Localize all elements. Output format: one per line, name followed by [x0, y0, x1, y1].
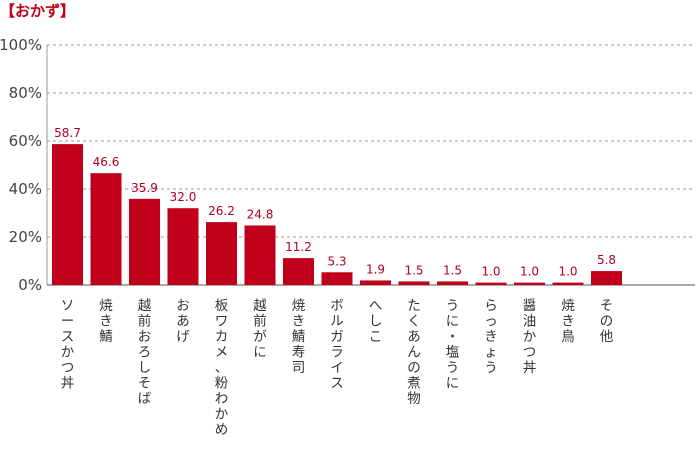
- category-label: へしこ: [369, 298, 383, 345]
- bar: [321, 272, 353, 285]
- bar: [591, 271, 622, 285]
- y-tick-label: 60%: [9, 132, 42, 150]
- bar: [52, 144, 83, 285]
- data-label: 26.2: [208, 204, 235, 218]
- bar: [437, 281, 468, 285]
- category-label: 板ワカメ、粉わかめ: [215, 298, 229, 438]
- data-label: 1.0: [481, 265, 500, 279]
- data-label: 35.9: [131, 181, 158, 195]
- y-tick-label: 40%: [9, 180, 42, 198]
- category-labels: ソースかつ丼 焼き鯖 越前おろしそば おあげ 板ワカメ、粉わかめ 越前がに 焼き鯖寿司 ボルガ…: [61, 298, 614, 438]
- data-labels: 58.7 46.6 35.9 32.0 26.2 24.8 11.2 5.3 1.9 1.5 1.5…: [54, 126, 616, 278]
- category-label: ソースかつ丼: [61, 298, 75, 392]
- y-axis: 0% 20% 40% 60% 80% 100%: [0, 36, 48, 294]
- bar: [283, 258, 314, 285]
- bar: [552, 282, 584, 285]
- bar: [90, 173, 122, 285]
- bar: [398, 281, 430, 285]
- data-label: 1.5: [443, 263, 462, 277]
- bar: [360, 280, 391, 285]
- category-label: 焼き鯖寿司: [292, 298, 306, 376]
- chart-title: 【おかず】: [0, 2, 75, 20]
- data-label: 58.7: [54, 126, 81, 140]
- bar: [167, 208, 199, 285]
- category-label: 醤油かつ丼: [523, 298, 537, 376]
- y-tick-label: 20%: [9, 228, 42, 246]
- bar: [475, 282, 507, 285]
- data-label: 1.5: [404, 263, 423, 277]
- bar: [129, 198, 160, 285]
- category-label: たくあんの煮物: [407, 298, 421, 407]
- data-label: 1.9: [366, 262, 385, 276]
- data-label: 11.2: [285, 240, 312, 254]
- y-tick-label: 0%: [18, 276, 42, 294]
- data-label: 1.0: [520, 265, 539, 279]
- category-label: 焼き鳥: [561, 298, 575, 345]
- y-tick-label: 80%: [9, 84, 42, 102]
- category-label: 越前がに: [253, 298, 267, 361]
- bar: [206, 222, 237, 285]
- category-label: らっきょう: [484, 298, 498, 376]
- data-label: 24.8: [247, 207, 274, 221]
- data-label: 32.0: [170, 190, 197, 204]
- bar: [244, 225, 276, 285]
- category-label: 焼き鯖: [99, 298, 113, 345]
- category-label: ボルガライス: [330, 298, 344, 392]
- data-label: 5.3: [327, 254, 346, 268]
- category-label: その他: [600, 298, 614, 345]
- y-tick-label: 100%: [0, 36, 42, 54]
- category-label: おあげ: [176, 298, 190, 345]
- data-label: 5.8: [597, 253, 616, 267]
- data-label: 46.6: [93, 155, 120, 169]
- category-label: うに・塩うに: [446, 298, 460, 392]
- bars: [52, 144, 622, 285]
- data-label: 1.0: [558, 265, 577, 279]
- bar: [514, 282, 545, 285]
- category-label: 越前おろしそば: [138, 298, 152, 407]
